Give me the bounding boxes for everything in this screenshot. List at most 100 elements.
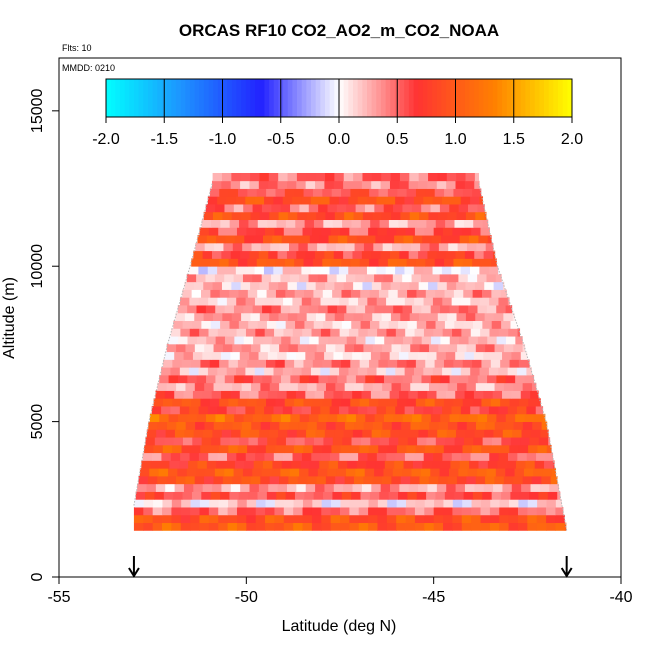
- data-cell: [271, 336, 282, 345]
- data-cell: [508, 522, 519, 531]
- data-cell: [187, 305, 197, 314]
- data-cell: [209, 398, 220, 407]
- data-cell: [213, 211, 223, 221]
- data-cell: [383, 305, 394, 314]
- data-cell: [536, 507, 547, 516]
- data-cell: [522, 421, 533, 430]
- data-cell: [326, 421, 336, 430]
- data-cell: [287, 281, 298, 290]
- data-cell: [307, 343, 317, 353]
- data-cell: [312, 499, 323, 508]
- data-cell: [266, 188, 276, 197]
- data-cell: [162, 514, 172, 524]
- data-cell: [210, 320, 221, 329]
- data-cell: [224, 305, 235, 314]
- data-cell: [252, 305, 263, 314]
- data-cell: [180, 328, 191, 337]
- data-cell: [503, 382, 514, 391]
- data-cell: [252, 413, 263, 423]
- data-cell: [306, 429, 316, 438]
- data-cell: [470, 367, 480, 376]
- data-cell: [156, 429, 166, 438]
- data-cell: [268, 172, 279, 182]
- colorbar-segment: [432, 79, 438, 117]
- data-cell: [477, 273, 487, 283]
- data-cell: [333, 483, 344, 492]
- data-cell: [414, 522, 425, 531]
- data-cell: [262, 374, 273, 384]
- data-cell: [205, 468, 216, 477]
- data-cell: [193, 483, 204, 492]
- data-cell: [318, 374, 329, 384]
- data-cell: [345, 242, 355, 252]
- data-cell: [206, 336, 217, 345]
- data-cell: [404, 406, 415, 415]
- data-cell: [208, 297, 218, 306]
- data-cell: [306, 172, 317, 182]
- data-cell: [325, 211, 336, 221]
- data-cell: [330, 507, 341, 516]
- data-cell: [419, 312, 429, 322]
- data-cell: [337, 413, 347, 423]
- data-cell: [182, 320, 193, 329]
- data-cell: [493, 281, 504, 290]
- data-cell: [171, 499, 182, 508]
- data-cell: [349, 227, 360, 236]
- data-cell: [332, 289, 342, 298]
- data-cell: [213, 476, 224, 485]
- data-cell: [314, 351, 325, 360]
- data-cell: [332, 491, 343, 500]
- data-cell: [262, 413, 273, 423]
- data-cell: [292, 452, 303, 461]
- data-cell: [224, 468, 234, 477]
- data-cell: [283, 507, 294, 516]
- data-cell: [490, 398, 501, 407]
- colorbar-segment: [106, 79, 112, 117]
- data-cell: [308, 305, 319, 314]
- data-cell: [239, 351, 250, 360]
- data-cell: [416, 491, 427, 500]
- data-cell: [371, 172, 382, 182]
- data-cell: [447, 343, 458, 353]
- data-cell: [264, 406, 274, 415]
- colorbar-segment: [460, 79, 466, 117]
- data-cell: [340, 522, 350, 531]
- data-cell: [493, 312, 504, 322]
- data-cell: [311, 328, 322, 337]
- colorbar-tick-label: -1.0: [209, 131, 237, 148]
- data-cell: [259, 312, 270, 322]
- data-cell: [348, 196, 359, 205]
- data-cell: [305, 390, 316, 399]
- data-cell: [275, 188, 286, 197]
- data-cell: [332, 320, 343, 329]
- data-cell: [358, 522, 369, 531]
- data-cell: [434, 188, 445, 197]
- data-cell: [238, 491, 249, 500]
- data-cell: [495, 468, 506, 477]
- data-cell: [301, 297, 312, 306]
- data-cell: [514, 468, 525, 477]
- data-cell: [292, 406, 302, 415]
- data-cell: [394, 235, 404, 244]
- data-cell: [246, 227, 257, 236]
- data-cell: [466, 382, 477, 391]
- data-cell: [533, 468, 544, 477]
- data-cell: [348, 266, 359, 275]
- data-cell: [292, 328, 303, 337]
- data-cell: [262, 336, 273, 345]
- data-cell: [461, 328, 472, 337]
- data-cell: [341, 188, 351, 197]
- data-cell: [239, 219, 249, 228]
- data-cell: [436, 390, 447, 399]
- data-cell: [396, 522, 406, 531]
- data-cell: [357, 266, 368, 275]
- data-cell: [438, 421, 449, 430]
- data-cell: [395, 452, 406, 461]
- data-cell: [266, 491, 277, 500]
- data-cell: [305, 180, 316, 189]
- data-cell: [412, 460, 423, 469]
- data-cell: [352, 429, 363, 438]
- data-cell: [177, 468, 188, 477]
- data-cell: [513, 476, 523, 485]
- colorbar-segment: [488, 79, 494, 117]
